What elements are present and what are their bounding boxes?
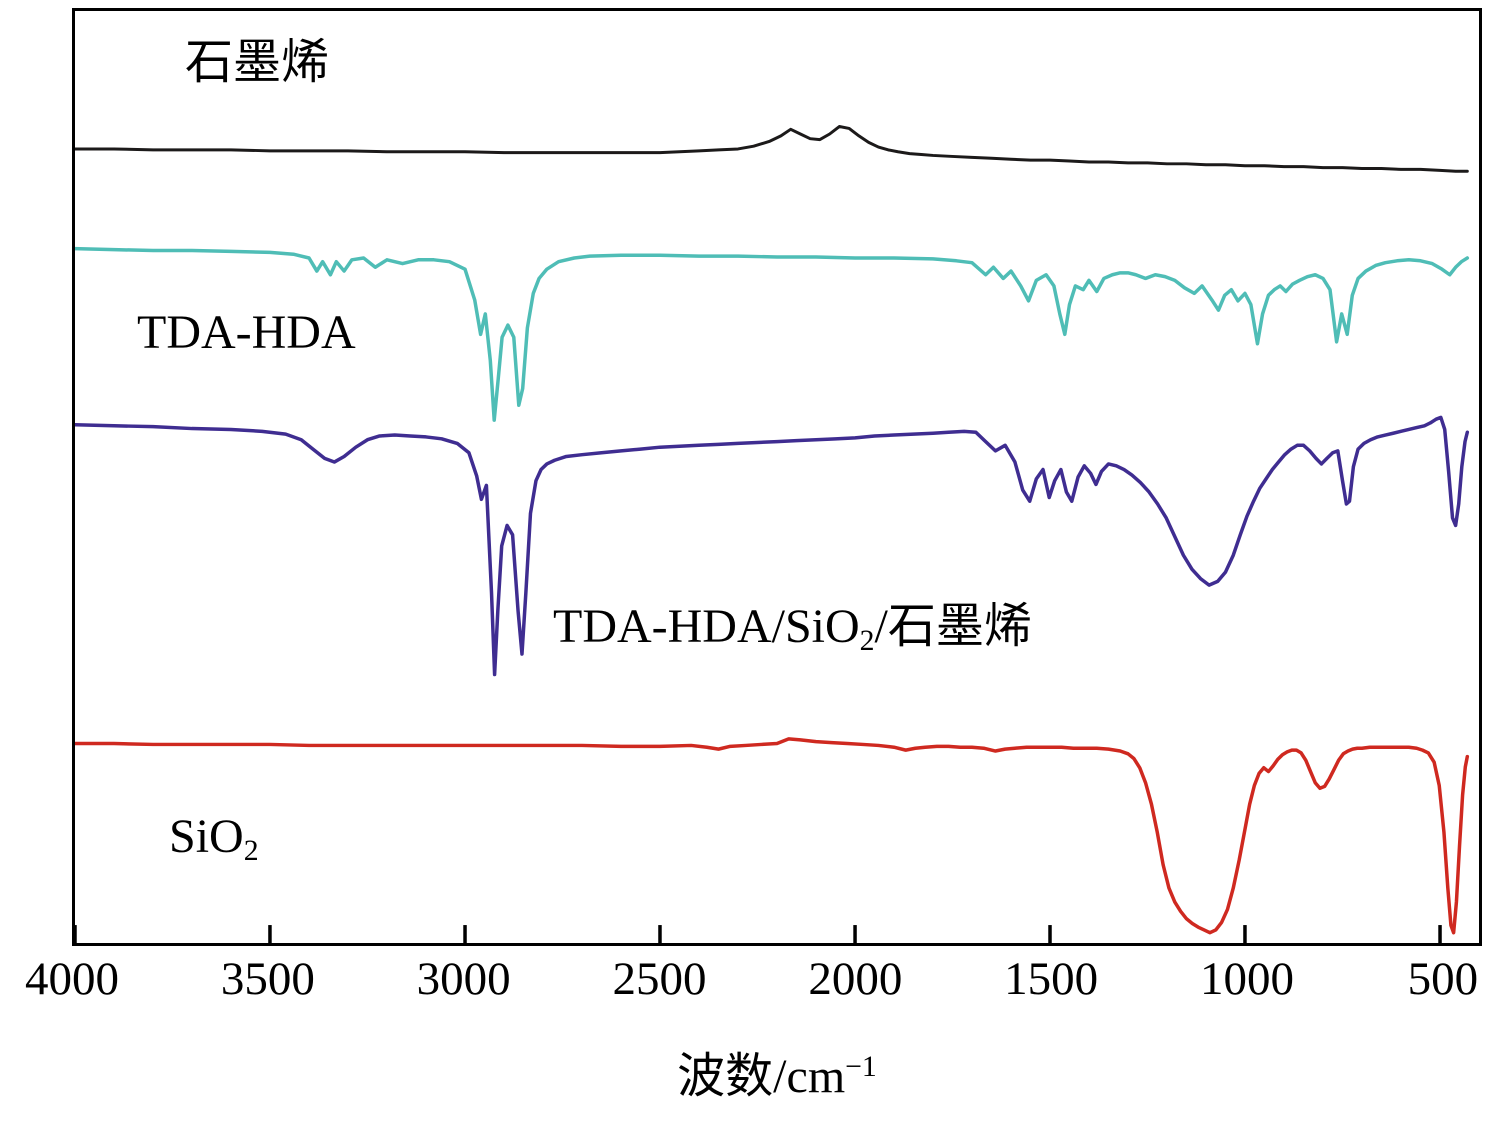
x-tick-label: 3000 — [416, 953, 511, 1005]
series-label-sio2-main: SiO — [169, 810, 244, 863]
spectrum-curve-graphene — [75, 125, 1469, 173]
x-tick-label: 1500 — [1004, 953, 1099, 1005]
spectrum-curve-sio2 — [75, 737, 1470, 935]
x-tick-label: 1000 — [1200, 953, 1294, 1005]
x-tick-label: 3500 — [220, 953, 315, 1005]
spectrum-curve-tda-hda — [75, 246, 1470, 422]
series-label-sio2-subscript: 2 — [243, 834, 259, 868]
spectra-plot: 石墨烯 TDA-HDA TDA-HDA/SiO2/石墨烯 SiO2 — [72, 8, 1482, 946]
series-label-tda-hda-text: TDA-HDA — [137, 306, 356, 359]
x-tick-label: 500 — [1407, 953, 1479, 1005]
series-label-composite-subscript: 2 — [859, 624, 875, 658]
spectra-svg — [75, 125, 1470, 943]
x-axis-title-exponent: −1 — [845, 1049, 877, 1083]
x-axis-ticks: 4000 3500 3000 2500 2000 1500 1000 500 — [25, 952, 1482, 1012]
x-tick-label: 2000 — [808, 953, 903, 1005]
series-label-graphene: 石墨烯 — [185, 36, 330, 90]
spectrum-curve-tda-hda-sio2-graphene — [75, 415, 1470, 677]
series-label-composite: TDA-HDA/SiO2/石墨烯 — [553, 600, 1032, 658]
series-label-composite-tail: /石墨烯 — [874, 600, 1032, 653]
series-label-composite-main: TDA-HDA/SiO — [553, 600, 860, 653]
series-label-tda-hda: TDA-HDA — [137, 306, 356, 360]
series-label-graphene-text: 石墨烯 — [185, 36, 330, 89]
x-axis-title: 波数/cm−1 — [72, 1036, 1482, 1106]
x-tick-label: 2500 — [612, 953, 707, 1005]
x-tick-label: 4000 — [25, 953, 119, 1005]
series-label-sio2: SiO2 — [169, 810, 259, 868]
x-axis-title-text: 波数/cm — [677, 1050, 846, 1103]
